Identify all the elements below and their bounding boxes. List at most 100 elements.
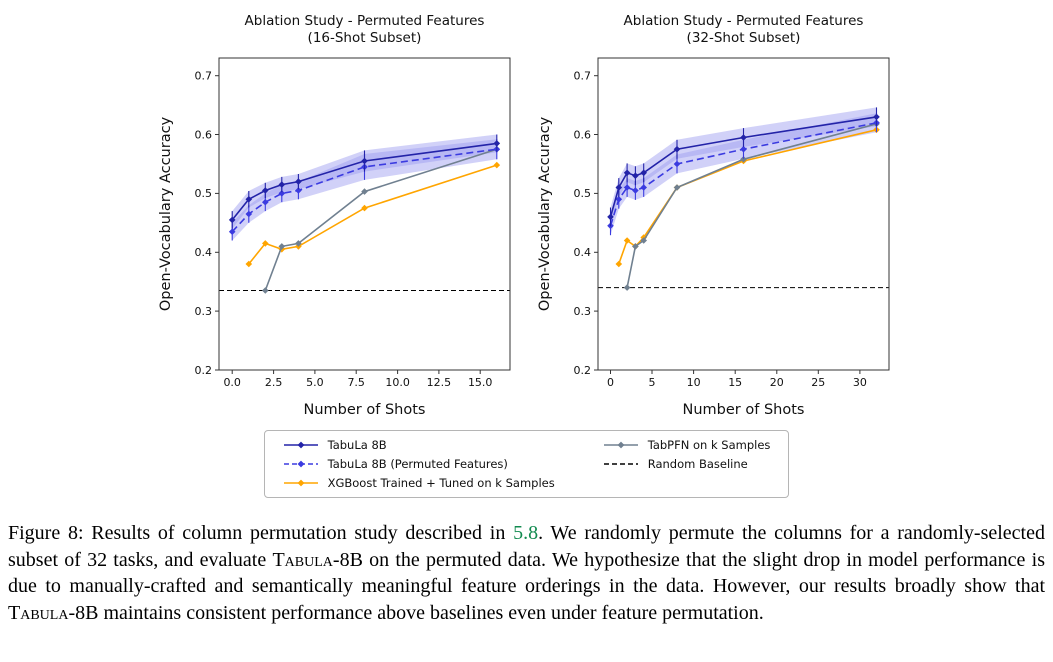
- x-tick-label: 0.0: [223, 376, 241, 389]
- diamond-marker: [639, 184, 647, 191]
- x-tick-label: 5: [648, 376, 655, 389]
- diamond-marker: [623, 184, 630, 191]
- x-tick-label: 2.5: [264, 376, 282, 389]
- x-tick-label: 10.0: [385, 376, 410, 389]
- diamond-marker: [639, 237, 647, 244]
- chart-16-shot-subset: 0.0 2.5 5.0 7.5 10.0 12.5 15.0 0.2 0.3 0.4 0.5 0.6 0…: [158, 13, 510, 418]
- confidence-band: [610, 107, 876, 227]
- legend-swatch-icon: [283, 441, 318, 449]
- diamond-marker: [615, 260, 622, 268]
- legend-swatch-icon: [603, 463, 638, 465]
- legend-item-label: Random Baseline: [647, 457, 748, 471]
- chart-title: (16-Shot Subset): [307, 30, 421, 46]
- diamond-marker: [261, 198, 269, 206]
- y-tick-label: 0.3: [194, 305, 212, 318]
- figure-8: 0.0 2.5 5.0 7.5 10.0 12.5 15.0 0.2 0.3 0.4 0.5 0.6 0…: [0, 8, 1053, 626]
- diamond-marker: [623, 169, 630, 177]
- diamond-marker: [623, 284, 630, 291]
- diamond-marker: [493, 140, 500, 147]
- x-axis-label: Number of Shots: [682, 402, 804, 418]
- diamond-marker: [228, 228, 235, 235]
- diamond-marker: [631, 243, 639, 250]
- legend-item-label: TabuLa 8B (Permuted Features): [327, 457, 508, 471]
- diamond-marker: [639, 169, 647, 177]
- legend-column: TabPFN on k Samples Random Baseline: [603, 438, 771, 471]
- legend-swatch-icon: [283, 479, 318, 487]
- diamond-marker: [245, 196, 252, 203]
- diamond-marker: [360, 204, 368, 212]
- chart-32-shot-subset: 0 5 10 15 20 25 30 0.2 0.3 0.4 0.5 0.6 0.7 Ablation S…: [537, 13, 889, 418]
- y-tick-label: 0.2: [194, 364, 212, 377]
- diamond-marker: [261, 287, 269, 294]
- legend-item: XGBoost Trained + Tuned on k Samples: [283, 476, 555, 490]
- x-tick-label: 15.0: [467, 376, 492, 389]
- series-line: [609, 116, 877, 218]
- legend-item: TabuLa 8B: [283, 438, 555, 452]
- legend-item-label: TabuLa 8B: [327, 438, 387, 452]
- legend-item-label: XGBoost Trained + Tuned on k Samples: [327, 476, 555, 490]
- y-tick-label: 0.3: [573, 305, 591, 318]
- legend-item: TabPFN on k Samples: [603, 438, 771, 452]
- tabula-8b-name: Tabula-8B: [8, 601, 99, 624]
- caption-text: maintains consistent performance above b…: [98, 601, 764, 624]
- x-tick-label: 30: [852, 376, 866, 389]
- legend-item: TabuLa 8B (Permuted Features): [283, 457, 555, 471]
- x-axis-label: Number of Shots: [303, 402, 425, 418]
- diamond-marker: [294, 178, 302, 185]
- charts-row: 0.0 2.5 5.0 7.5 10.0 12.5 15.0 0.2 0.3 0.4 0.5 0.6 0…: [0, 8, 1053, 426]
- y-tick-label: 0.6: [573, 128, 591, 141]
- diamond-marker: [360, 157, 368, 165]
- caption-text: . We randomly permute the columns for a …: [8, 522, 1045, 571]
- x-tick-label: 10: [686, 376, 700, 389]
- y-tick-label: 0.5: [573, 187, 591, 200]
- series-line: [247, 164, 497, 265]
- x-tick-label: 0: [607, 376, 614, 389]
- caption-text: Figure 8: Results of column permutation …: [8, 522, 514, 544]
- section-5-8-link[interactable]: 5.8: [513, 522, 539, 544]
- figure-caption: Figure 8: Results of column permutation …: [8, 520, 1045, 626]
- chart-title: Ablation Study - Permuted Features: [623, 13, 863, 29]
- y-tick-label: 0.4: [194, 246, 212, 259]
- x-tick-label: 20: [769, 376, 783, 389]
- diamond-marker: [631, 172, 639, 179]
- y-tick-label: 0.2: [573, 364, 591, 377]
- diamond-marker: [493, 161, 500, 169]
- legend-row: TabuLa 8B TabuLa 8B (Permuted Features) XG…: [0, 430, 1053, 498]
- chart-title: (32-Shot Subset): [686, 30, 800, 46]
- diamond-marker: [615, 196, 622, 203]
- caption-text: on the permuted data. We hypothesize tha…: [8, 548, 1045, 598]
- legend-column: TabuLa 8B TabuLa 8B (Permuted Features) XG…: [283, 438, 555, 490]
- x-tick-label: 25: [811, 376, 825, 389]
- legend-item: Random Baseline: [603, 457, 771, 471]
- series-line: [625, 123, 877, 288]
- series-line: [609, 122, 877, 227]
- y-axis-label: Open-Vocabulary Accuracy: [537, 116, 553, 311]
- diamond-marker: [631, 187, 639, 194]
- chart-title: Ablation Study - Permuted Features: [244, 13, 484, 29]
- y-tick-label: 0.6: [194, 128, 212, 141]
- diamond-marker: [623, 237, 630, 244]
- legend-swatch-icon: [283, 460, 318, 468]
- x-tick-label: 15: [728, 376, 742, 389]
- tabula-8b-name: Tabula-8B: [272, 548, 363, 571]
- legend-swatch-icon: [603, 441, 638, 449]
- y-axis-label: Open-Vocabulary Accuracy: [158, 116, 174, 311]
- diamond-marker: [294, 187, 302, 194]
- axes-box: [218, 57, 510, 371]
- y-tick-label: 0.7: [194, 70, 212, 83]
- confidence-band: [231, 139, 497, 241]
- confidence-band: [610, 113, 876, 236]
- diamond-marker: [615, 184, 622, 191]
- x-tick-label: 5.0: [306, 376, 324, 389]
- x-tick-label: 7.5: [347, 376, 365, 389]
- diamond-marker: [294, 240, 302, 247]
- y-tick-label: 0.4: [573, 246, 591, 259]
- chart-legend: TabuLa 8B TabuLa 8B (Permuted Features) XG…: [263, 430, 790, 498]
- y-tick-label: 0.5: [194, 187, 212, 200]
- legend-item-label: TabPFN on k Samples: [647, 438, 771, 452]
- diamond-marker: [360, 188, 368, 195]
- y-tick-label: 0.7: [573, 70, 591, 83]
- confidence-band: [231, 134, 497, 229]
- axes-box: [597, 57, 889, 371]
